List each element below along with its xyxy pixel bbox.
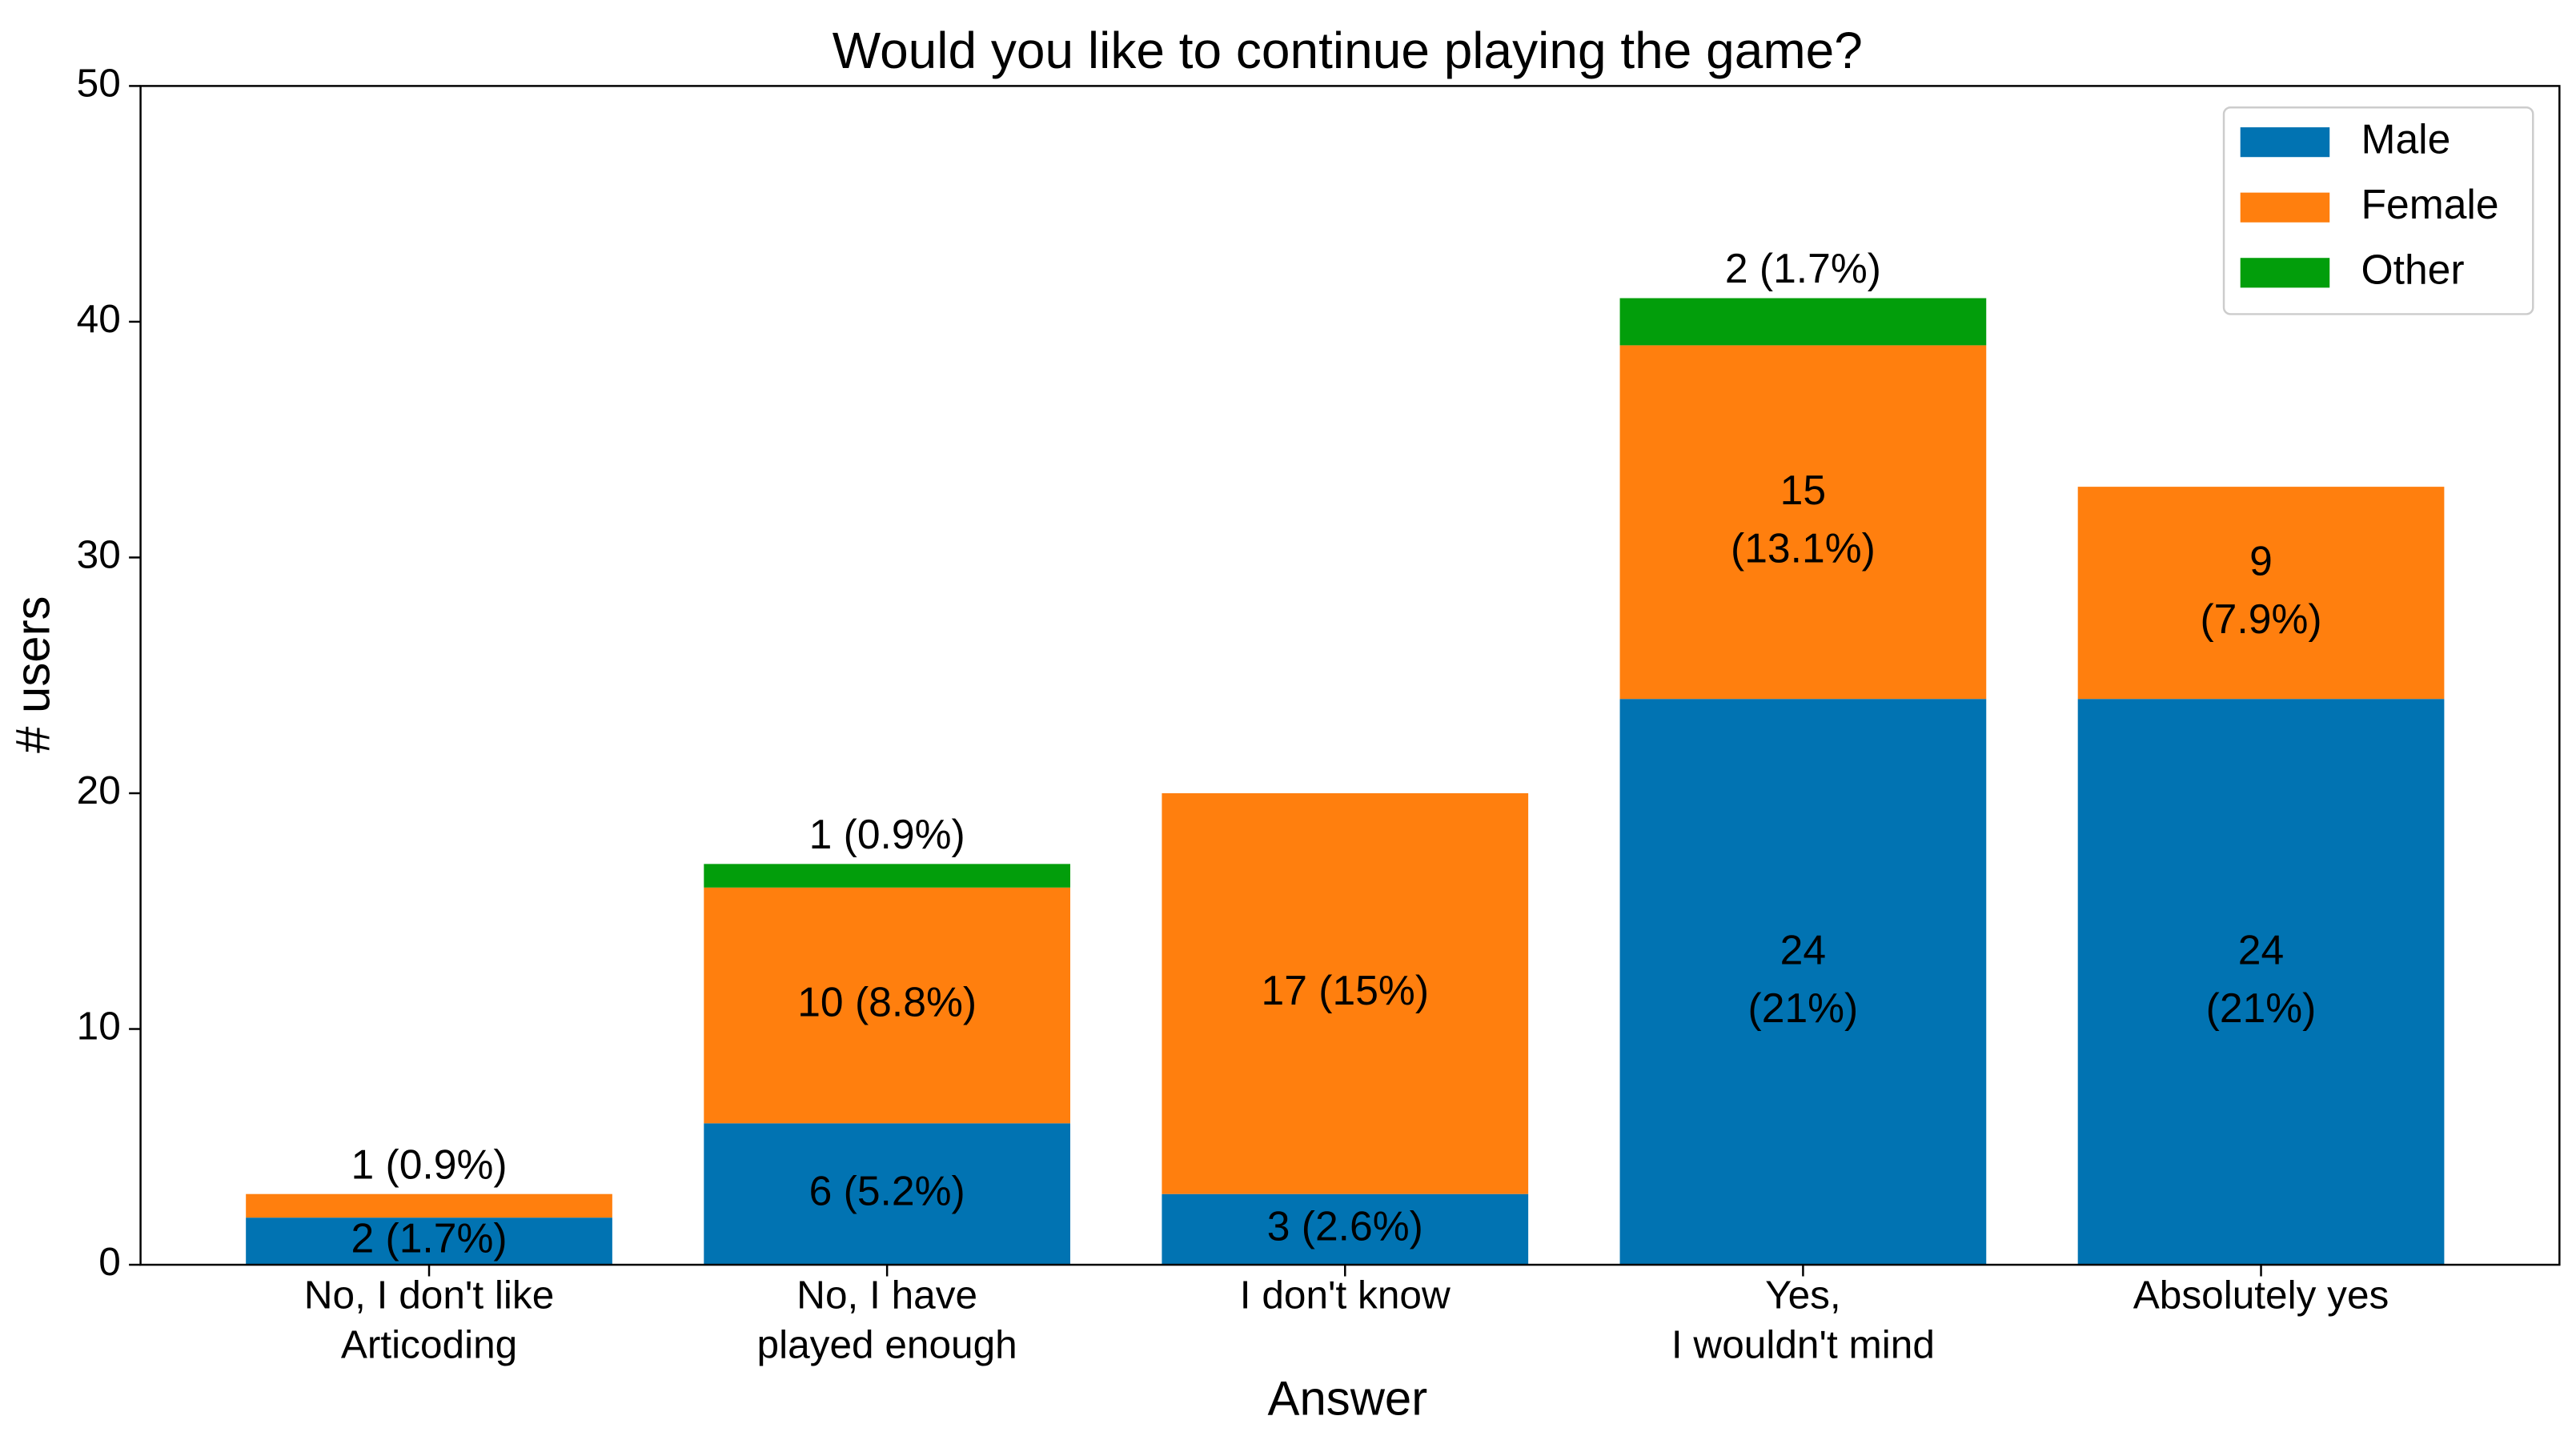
data-label: 1 (0.9%) [351, 1141, 507, 1187]
x-tick-label-line: Absolutely yes [2133, 1272, 2389, 1317]
data-label-line: 15 [1780, 467, 1826, 513]
bar-segment [1162, 1193, 1529, 1266]
y-tick-label: 10 [77, 1004, 121, 1049]
data-label: 9 (7.9%) [2201, 537, 2322, 641]
data-label: 2 (1.7%) [1725, 245, 1881, 291]
bar-segment [2077, 487, 2445, 700]
bar-segment [2077, 699, 2445, 1266]
data-label: 10 (8.8%) [797, 979, 977, 1025]
y-tick-label: 20 [77, 768, 121, 812]
data-label-line: 24 [2238, 926, 2284, 973]
x-tick-label: No, I have played enough [757, 1272, 1017, 1366]
x-tick-label-line: No, I have [796, 1272, 977, 1317]
legend-label: Male [2361, 115, 2450, 162]
legend-swatch [2240, 258, 2330, 288]
bar-segment [704, 1123, 1071, 1266]
chart-title: Would you like to continue playing the g… [833, 22, 1863, 79]
data-label: 15 (13.1%) [1731, 467, 1876, 571]
legend-label: Other [2361, 246, 2464, 292]
y-tick-label: 50 [77, 60, 121, 105]
data-label-line: (13.1%) [1731, 524, 1876, 571]
bar-segment [1619, 699, 1987, 1266]
y-tick-label: 30 [77, 532, 121, 577]
y-axis-label: # users [6, 596, 59, 753]
legend-swatch [2240, 192, 2330, 223]
data-label: 24 (21%) [2206, 926, 2317, 1030]
data-label-line: (21%) [2206, 984, 2317, 1030]
bar-segment [1619, 345, 1987, 700]
x-tick-label-line: Yes, [1765, 1272, 1841, 1317]
x-tick-label-line: I wouldn't mind [1671, 1322, 1935, 1366]
data-label-line: 9 [2249, 537, 2273, 584]
x-tick-label: No, I don't like Articoding [304, 1272, 555, 1366]
legend-swatch [2240, 127, 2330, 158]
x-tick-label-line: No, I don't like [304, 1272, 555, 1317]
bar-segment [1619, 298, 1987, 346]
x-tick-label-line: played enough [757, 1322, 1017, 1366]
bar-segment [246, 1193, 612, 1218]
data-label-line: 24 [1780, 926, 1826, 973]
data-label: 1 (0.9%) [809, 811, 965, 857]
data-label: 2 (1.7%) [351, 1214, 507, 1261]
x-tick-label: Absolutely yes [2133, 1272, 2389, 1317]
legend-label: Female [2361, 181, 2498, 227]
x-tick-label-line: Articoding [341, 1322, 517, 1366]
bar-segment [1162, 792, 1529, 1194]
bar-segment [704, 887, 1071, 1124]
data-label: 6 (5.2%) [809, 1167, 965, 1213]
plot-frame [139, 85, 2561, 1266]
x-tick-label: I don't know [1240, 1272, 1451, 1317]
x-axis-label: Answer [1268, 1371, 1428, 1425]
data-label: 3 (2.6%) [1267, 1203, 1423, 1249]
bar-segment [704, 864, 1071, 888]
y-tick-label: 40 [77, 296, 121, 341]
x-tick-label: Yes, I wouldn't mind [1671, 1272, 1935, 1366]
data-label-line: (21%) [1748, 984, 1859, 1030]
bar-segment [246, 1217, 612, 1266]
x-tick-label-line: I don't know [1240, 1272, 1451, 1317]
data-label: 24 (21%) [1748, 926, 1859, 1030]
data-label: 17 (15%) [1262, 967, 1429, 1013]
data-label-line: (7.9%) [2201, 595, 2322, 641]
y-tick-label: 0 [98, 1239, 121, 1284]
